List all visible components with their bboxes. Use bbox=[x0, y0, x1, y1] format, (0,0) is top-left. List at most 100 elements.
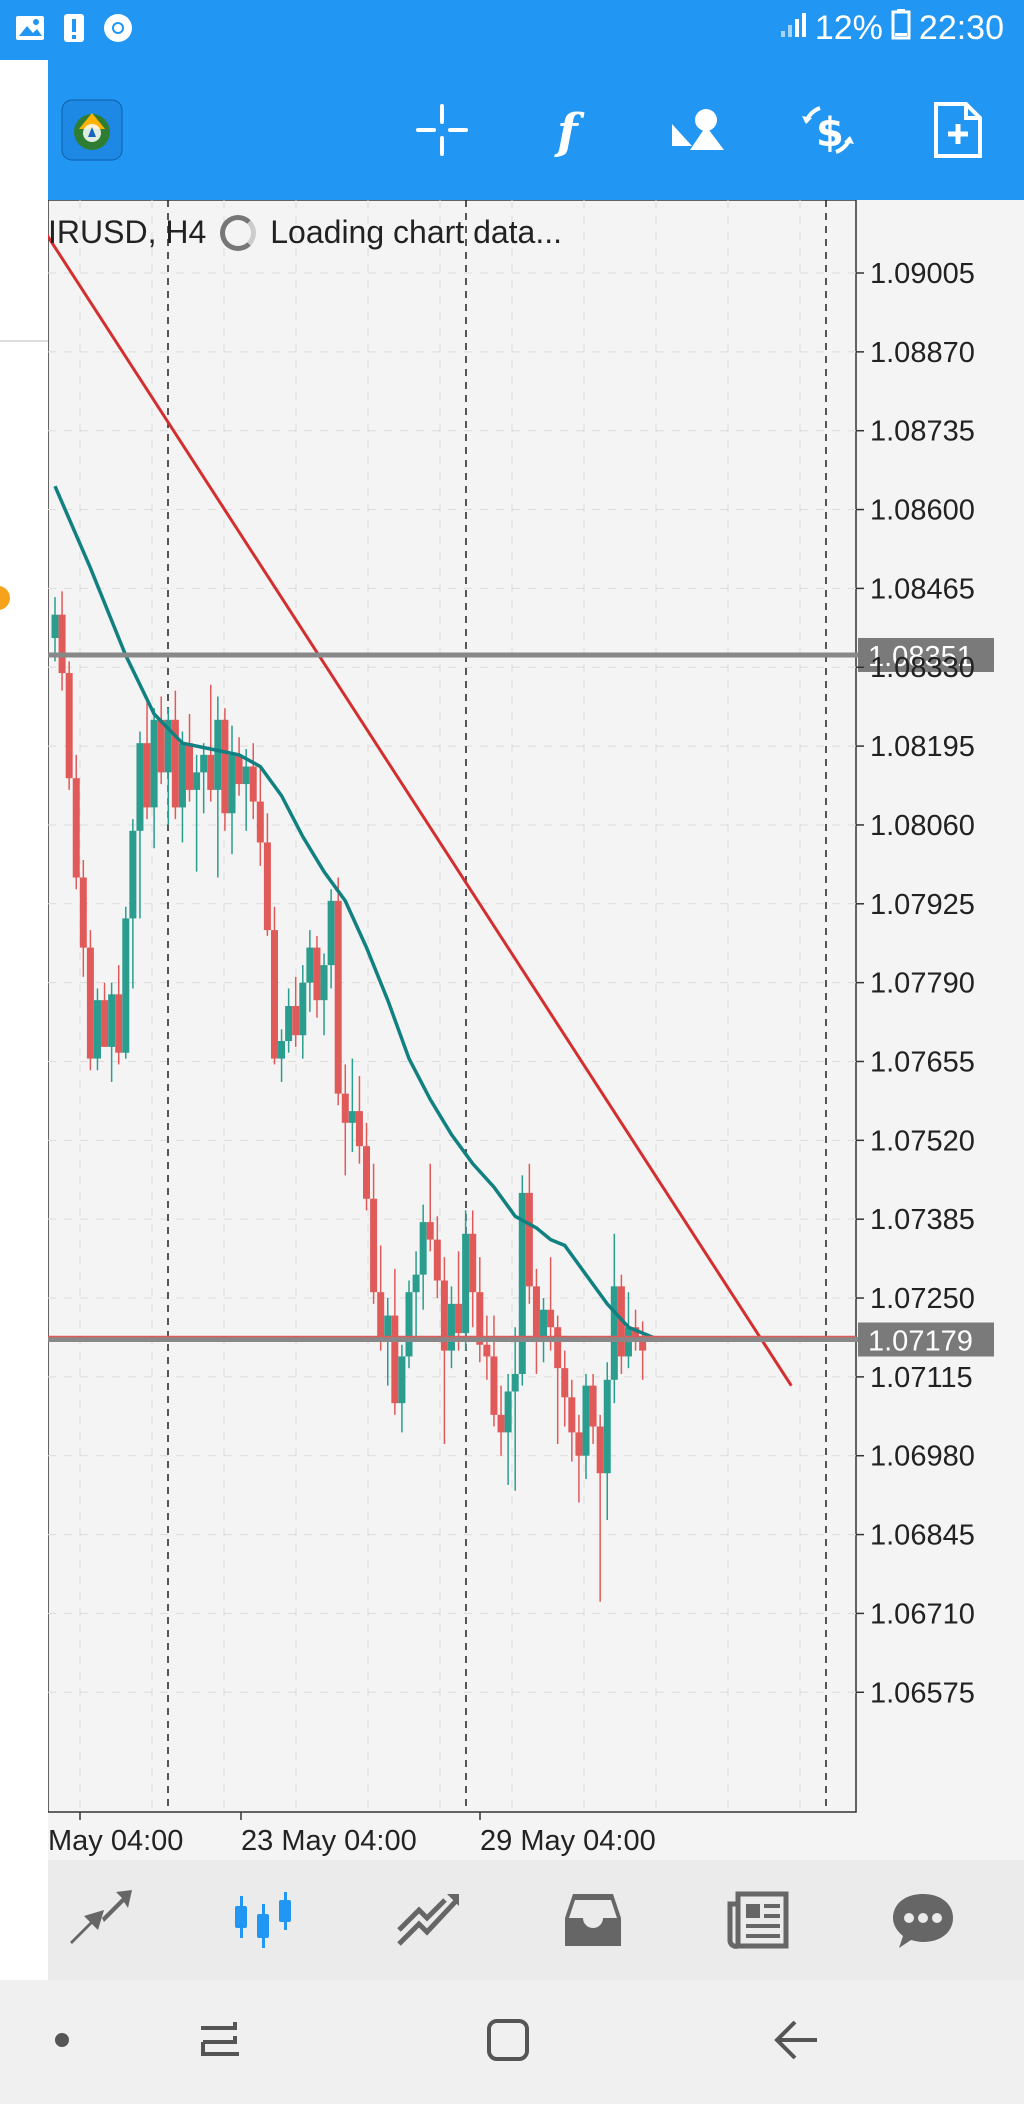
candle bbox=[320, 953, 328, 1036]
candle bbox=[86, 930, 94, 1071]
recent-apps-icon[interactable] bbox=[190, 2010, 250, 2070]
candle-body bbox=[377, 1292, 385, 1339]
candle-body bbox=[412, 1274, 420, 1293]
chart-icon bbox=[235, 1892, 291, 1948]
candle-body bbox=[320, 965, 328, 1001]
clock-time: 22:30 bbox=[918, 9, 1004, 47]
y-tick-label: 1.09005 bbox=[870, 258, 975, 290]
dot-icon[interactable] bbox=[32, 2010, 92, 2070]
y-tick-label: 1.06845 bbox=[870, 1520, 975, 1552]
candle-body bbox=[561, 1368, 569, 1398]
candle bbox=[242, 749, 250, 831]
candle bbox=[115, 965, 123, 1065]
nav-chart[interactable] bbox=[219, 1880, 309, 1960]
system-navigation-bar bbox=[0, 1980, 1024, 2104]
candle bbox=[561, 1350, 569, 1427]
candle-body bbox=[469, 1233, 477, 1293]
candle-body bbox=[79, 877, 87, 948]
candle-body bbox=[200, 754, 208, 773]
candle bbox=[419, 1204, 427, 1310]
y-tick-label: 1.08735 bbox=[870, 416, 975, 448]
candle-body bbox=[249, 766, 257, 802]
metatrader-logo-icon[interactable] bbox=[52, 90, 132, 170]
chrome-icon bbox=[102, 12, 134, 49]
candle-body bbox=[263, 842, 271, 931]
chart-canvas[interactable]: 1.08351 1.07179 1.09005 1.08870 1.08735 1.086… bbox=[48, 200, 1024, 1860]
crosshair-icon[interactable] bbox=[402, 90, 482, 170]
loading-label: Loading chart data... bbox=[270, 214, 563, 250]
side-drawer-edge[interactable] bbox=[0, 60, 48, 1980]
x-tick-label: 23 May 04:00 bbox=[241, 1825, 417, 1857]
candle-body bbox=[341, 1093, 349, 1123]
candle bbox=[363, 1122, 371, 1211]
quotes-icon bbox=[70, 1890, 132, 1944]
new-order-icon[interactable] bbox=[918, 90, 998, 170]
candle-body bbox=[447, 1303, 455, 1351]
price-chart[interactable]: 1.08351 1.07179 1.09005 1.08870 1.08735 1.086… bbox=[48, 200, 1024, 1860]
candle bbox=[462, 1210, 470, 1351]
candle bbox=[193, 754, 201, 872]
svg-text:f: f bbox=[554, 104, 585, 158]
candle bbox=[405, 1280, 413, 1369]
nav-news[interactable] bbox=[713, 1880, 803, 1960]
candle bbox=[235, 737, 243, 796]
candle-body bbox=[221, 719, 229, 814]
x-tick-label: 29 May 04:00 bbox=[480, 1825, 656, 1857]
candle-body bbox=[405, 1292, 413, 1357]
candle bbox=[596, 1414, 604, 1602]
candle-body bbox=[348, 1111, 356, 1123]
candle bbox=[490, 1315, 498, 1427]
candle bbox=[370, 1163, 378, 1304]
candle bbox=[207, 684, 215, 802]
indicators-icon[interactable]: f bbox=[531, 90, 611, 170]
y-tick-label: 1.07115 bbox=[870, 1362, 973, 1394]
nav-chat[interactable] bbox=[878, 1880, 968, 1960]
candle bbox=[101, 982, 109, 1047]
trade-icon[interactable]: $ bbox=[788, 90, 868, 170]
candle-body bbox=[419, 1222, 427, 1275]
candle bbox=[341, 1064, 349, 1176]
signal-icon bbox=[779, 9, 807, 48]
candle bbox=[136, 731, 144, 919]
candle-body bbox=[313, 947, 321, 1001]
candle-body bbox=[157, 719, 165, 773]
nav-trade[interactable] bbox=[383, 1880, 473, 1960]
home-icon[interactable] bbox=[478, 2010, 538, 2070]
candle-body bbox=[214, 719, 222, 790]
plot-area bbox=[48, 200, 857, 1813]
candle bbox=[433, 1216, 441, 1299]
price-level-label-bg bbox=[858, 637, 994, 672]
candle bbox=[476, 1257, 484, 1363]
candle-body bbox=[455, 1303, 463, 1334]
y-tick-label: 1.07250 bbox=[870, 1283, 975, 1315]
candle bbox=[582, 1373, 590, 1480]
candle bbox=[447, 1286, 455, 1369]
candle bbox=[58, 591, 66, 691]
y-tick-label: 1.07385 bbox=[870, 1204, 975, 1236]
candle bbox=[72, 754, 80, 890]
objects-icon[interactable] bbox=[658, 90, 738, 170]
candle-body bbox=[136, 743, 144, 831]
candle bbox=[532, 1268, 540, 1374]
candle-body bbox=[122, 918, 130, 1053]
nav-history[interactable] bbox=[548, 1880, 638, 1960]
candle-body bbox=[193, 772, 201, 790]
nav-quotes[interactable] bbox=[54, 1880, 144, 1960]
back-icon[interactable] bbox=[766, 2010, 826, 2070]
price-level-label-bg bbox=[858, 1322, 994, 1357]
candle-body bbox=[86, 947, 94, 1059]
history-icon bbox=[565, 1894, 621, 1946]
candle bbox=[327, 889, 335, 989]
candle bbox=[306, 930, 314, 1012]
symbol-label: IRUSD, H4 bbox=[48, 214, 207, 250]
candle bbox=[143, 702, 151, 820]
candle bbox=[108, 982, 116, 1082]
battery-icon bbox=[891, 8, 911, 49]
candle bbox=[497, 1385, 505, 1456]
y-tick-label: 1.07655 bbox=[870, 1046, 975, 1078]
loading-spinner-icon bbox=[220, 214, 257, 251]
candle bbox=[355, 1076, 363, 1164]
candle bbox=[469, 1210, 477, 1328]
candle-body bbox=[150, 719, 158, 808]
candle-body bbox=[610, 1286, 618, 1380]
